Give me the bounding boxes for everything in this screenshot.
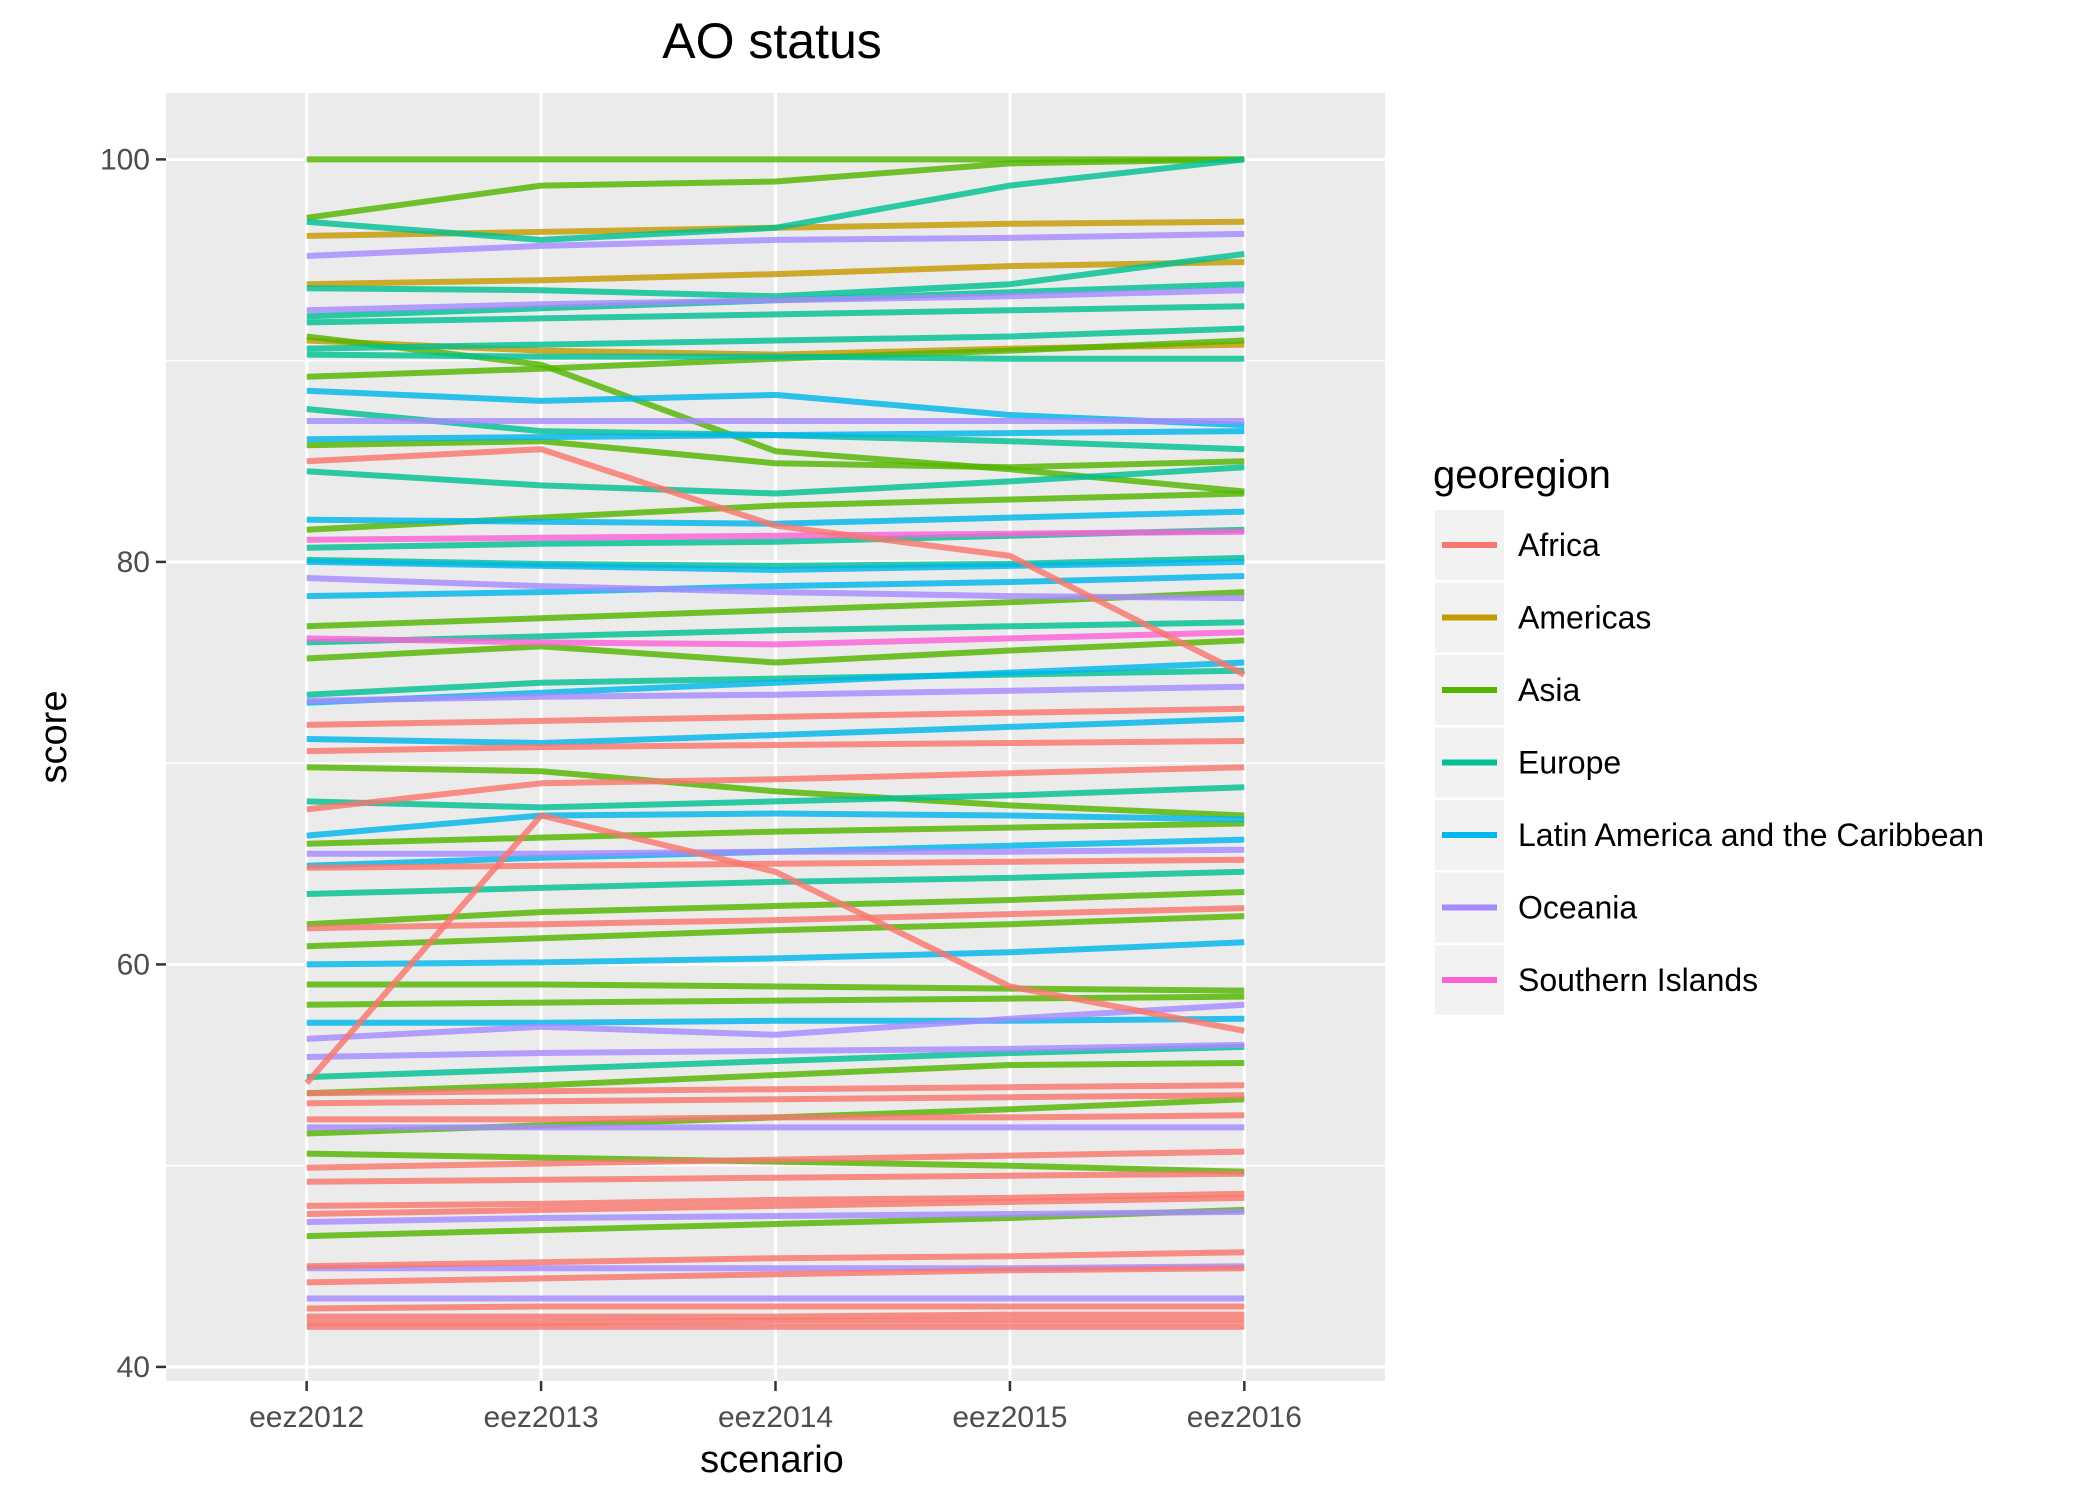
series-lines — [304, 156, 1246, 1330]
chart-title: AO status — [662, 13, 882, 69]
series-line — [306, 1041, 1245, 1060]
series-line — [306, 1092, 1245, 1107]
series-line — [306, 1317, 1245, 1326]
series-line — [306, 1311, 1245, 1320]
legend-label: Africa — [1518, 527, 1600, 563]
x-axis-title: scenario — [700, 1439, 844, 1481]
series-line — [306, 438, 1245, 471]
legend-label: Asia — [1518, 672, 1580, 708]
legend-label: Southern Islands — [1518, 962, 1758, 998]
series-line — [306, 259, 1245, 288]
series-line — [306, 868, 1245, 897]
series-line — [306, 1170, 1245, 1185]
series-line — [306, 715, 1245, 746]
series-line — [306, 573, 1245, 600]
series-line — [306, 1194, 1245, 1217]
series-line — [306, 528, 1245, 543]
legend-items: Africa Americas Asia Europe Latin America an… — [1435, 510, 1984, 1015]
series-line — [306, 251, 1245, 300]
legend-label: Latin America and the Caribbean — [1518, 817, 1984, 853]
x-tick-label: eez2012 — [249, 1401, 364, 1434]
series-line — [306, 464, 1245, 497]
series-line — [306, 738, 1245, 755]
legend-label: Europe — [1518, 745, 1621, 781]
series-line — [306, 913, 1245, 950]
x-tick-label: eez2014 — [718, 1401, 833, 1434]
series-line — [306, 1249, 1245, 1270]
series-line — [306, 629, 1245, 648]
series-line — [306, 1001, 1245, 1042]
series-line — [306, 1265, 1245, 1286]
series-line — [306, 856, 1245, 871]
series-line — [306, 287, 1245, 314]
series-line — [306, 428, 1245, 443]
legend-label: Americas — [1518, 600, 1651, 636]
series-line — [306, 683, 1245, 704]
series-line — [306, 993, 1245, 1008]
series-line — [306, 230, 1245, 259]
y-tick-label: 60 — [117, 948, 150, 981]
y-axis: 40 60 80 100 — [100, 143, 166, 1384]
series-line — [306, 1148, 1245, 1171]
x-tick-label: eez2013 — [484, 1401, 599, 1434]
legend-label: Oceania — [1518, 890, 1637, 926]
y-axis-title: score — [33, 691, 75, 784]
series-line — [306, 1303, 1245, 1312]
series-line — [306, 810, 1245, 839]
series-line — [306, 325, 1245, 352]
series-line — [306, 1208, 1245, 1225]
series-line — [306, 156, 1245, 243]
legend: georegion Africa Americas Asia Europe Latin … — [1433, 453, 1984, 1015]
series-line — [306, 1112, 1245, 1123]
series-line — [306, 981, 1245, 994]
series-line — [306, 820, 1245, 847]
y-tick-label: 100 — [100, 143, 150, 176]
x-axis: eez2012 eez2013 eez2014 eez2015 eez2016 — [249, 1381, 1302, 1434]
x-tick-label: eez2016 — [1187, 1401, 1302, 1434]
series-line — [306, 1082, 1245, 1097]
series-line — [306, 705, 1245, 728]
series-line — [306, 667, 1245, 698]
series-line — [306, 939, 1245, 968]
series-line — [306, 784, 1245, 811]
series-line — [306, 303, 1245, 326]
series-line — [306, 446, 1246, 678]
series-line — [306, 1043, 1245, 1081]
y-tick-label: 80 — [117, 546, 150, 579]
series-line — [306, 351, 1245, 362]
series-line — [306, 764, 1245, 819]
series-line — [306, 156, 1245, 221]
series-line — [306, 637, 1245, 666]
series-line — [306, 846, 1245, 857]
series-line — [306, 905, 1245, 932]
series-line — [306, 558, 1245, 573]
series-line — [306, 1060, 1245, 1097]
series-line — [306, 889, 1245, 928]
x-tick-label: eez2015 — [952, 1401, 1067, 1434]
series-line — [306, 1190, 1245, 1209]
series-line — [306, 764, 1245, 813]
series-line — [304, 812, 1245, 1086]
series-line — [306, 1015, 1245, 1026]
y-tick-label: 40 — [117, 1351, 150, 1384]
legend-title: georegion — [1433, 453, 1611, 497]
